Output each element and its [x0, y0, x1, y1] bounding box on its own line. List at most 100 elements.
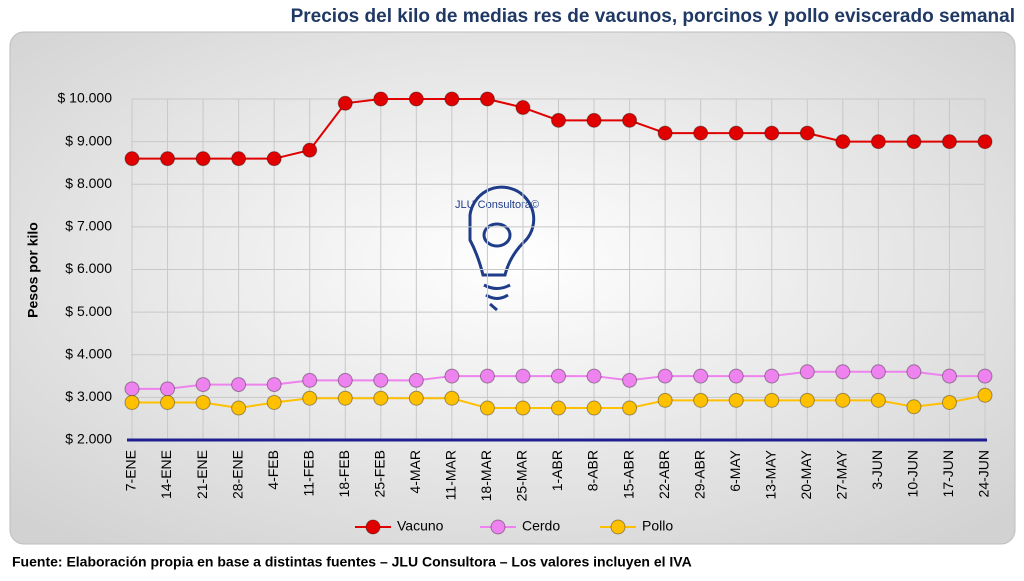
- data-point: [906, 364, 922, 380]
- data-point: [586, 112, 602, 128]
- data-point: [160, 394, 176, 410]
- x-tick-label: 15-ABR: [620, 450, 636, 499]
- data-point: [835, 134, 851, 150]
- legend-marker: [610, 519, 626, 535]
- x-tick-label: 17-JUN: [940, 450, 956, 497]
- chart-title: Precios del kilo de medias res de vacuno…: [291, 6, 1015, 27]
- data-point: [160, 151, 176, 167]
- data-point: [693, 368, 709, 384]
- data-point: [302, 390, 318, 406]
- y-tick-label: $ 6.000: [65, 260, 112, 276]
- data-point: [977, 368, 993, 384]
- data-point: [124, 394, 140, 410]
- x-tick-label: 8-ABR: [585, 450, 601, 491]
- data-point: [373, 372, 389, 388]
- data-point: [266, 151, 282, 167]
- data-point: [906, 399, 922, 415]
- x-tick-label: 24-JUN: [976, 450, 992, 497]
- data-point: [551, 368, 566, 384]
- data-point: [941, 394, 957, 410]
- data-point: [337, 372, 353, 388]
- data-point: [479, 400, 495, 416]
- chart-frame: [9, 31, 1016, 545]
- y-tick-label: $ 8.000: [65, 175, 112, 191]
- y-tick-label: $ 4.000: [65, 345, 112, 361]
- x-tick-label: 28-ENE: [229, 450, 245, 499]
- data-point: [479, 368, 495, 384]
- x-tick-label: 18-FEB: [336, 450, 352, 497]
- x-tick-label: 10-JUN: [905, 450, 921, 497]
- data-point: [408, 390, 424, 406]
- data-point: [728, 392, 744, 408]
- x-tick-label: 29-ABR: [691, 450, 707, 499]
- data-point: [160, 381, 176, 397]
- data-point: [799, 364, 815, 380]
- data-point: [373, 91, 389, 107]
- data-point: [799, 125, 815, 141]
- x-tick-label: 4-MAR: [407, 450, 423, 494]
- data-point: [764, 125, 780, 141]
- x-tick-label: 21-ENE: [194, 450, 210, 499]
- x-tick-label: 11-MAR: [443, 450, 459, 500]
- legend-label: Cerdo: [522, 518, 560, 534]
- data-point: [266, 394, 282, 410]
- legend-label: Vacuno: [397, 518, 444, 534]
- y-tick-label: $ 10.000: [58, 90, 113, 106]
- data-point: [444, 390, 460, 406]
- x-tick-label: 25-FEB: [371, 450, 387, 497]
- data-point: [302, 372, 318, 388]
- data-point: [231, 151, 247, 167]
- data-point: [657, 125, 673, 141]
- data-point: [231, 400, 247, 416]
- legend-marker: [365, 519, 381, 535]
- data-point: [941, 368, 957, 384]
- data-point: [693, 125, 709, 141]
- data-point: [479, 91, 495, 107]
- data-point: [622, 372, 638, 388]
- data-point: [444, 368, 460, 384]
- data-point: [835, 392, 851, 408]
- x-tick-label: 20-MAY: [798, 449, 814, 499]
- data-point: [586, 400, 602, 416]
- y-tick-label: $ 3.000: [65, 388, 112, 404]
- x-tick-label: 11-FEB: [300, 450, 316, 496]
- data-point: [764, 392, 780, 408]
- x-tick-label: 6-MAY: [727, 449, 743, 491]
- data-point: [870, 134, 886, 150]
- data-point: [124, 151, 140, 167]
- data-point: [551, 112, 566, 128]
- legend-label: Pollo: [642, 518, 673, 534]
- source-note: Fuente: Elaboración propia en base a dis…: [12, 554, 692, 570]
- data-point: [515, 100, 531, 116]
- data-point: [408, 91, 424, 107]
- y-tick-label: $ 9.000: [65, 132, 112, 148]
- data-point: [195, 377, 211, 393]
- x-tick-label: 27-MAY: [834, 449, 850, 499]
- data-point: [515, 368, 531, 384]
- data-point: [195, 151, 211, 167]
- data-point: [124, 381, 140, 397]
- data-point: [586, 368, 602, 384]
- data-point: [373, 390, 389, 406]
- x-tick-label: 18-MAR: [478, 450, 494, 501]
- x-tick-label: 14-ENE: [158, 450, 174, 499]
- data-point: [693, 392, 709, 408]
- data-point: [231, 377, 247, 393]
- x-tick-label: 4-FEB: [265, 450, 281, 490]
- data-point: [728, 368, 744, 384]
- y-tick-label: $ 5.000: [65, 303, 112, 319]
- data-point: [444, 91, 460, 107]
- data-point: [657, 368, 673, 384]
- data-point: [337, 390, 353, 406]
- x-tick-label: 7-ENE: [123, 450, 139, 491]
- data-point: [657, 392, 673, 408]
- watermark-text: JLU Consultora©: [455, 199, 539, 211]
- x-tick-label: 13-MAY: [762, 449, 778, 499]
- data-point: [977, 387, 993, 403]
- data-point: [835, 364, 851, 380]
- data-point: [799, 392, 815, 408]
- data-point: [906, 134, 922, 150]
- data-point: [408, 372, 424, 388]
- data-point: [622, 112, 638, 128]
